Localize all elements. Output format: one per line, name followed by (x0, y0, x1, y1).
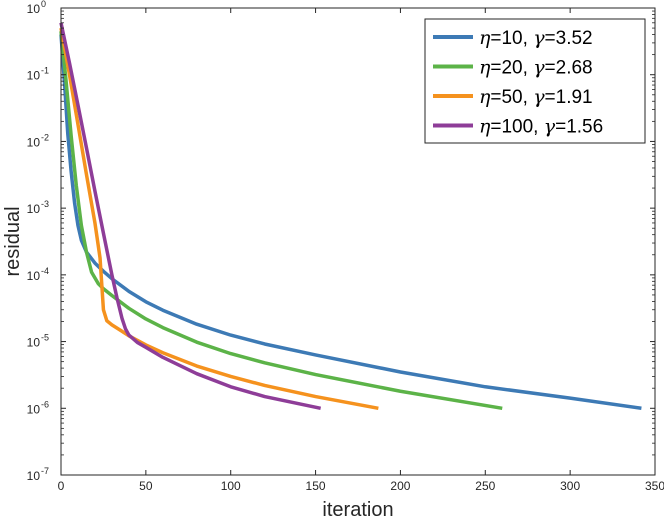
y-axis-label: residual (2, 206, 24, 276)
y-tick-label-exponent: -1 (41, 66, 49, 76)
y-tick-label: 10 (27, 402, 41, 416)
y-tick-label: 10 (27, 202, 41, 216)
x-tick-label: 150 (306, 479, 326, 493)
x-tick-label: 350 (645, 479, 664, 493)
y-tick-label-exponent: -3 (41, 199, 49, 209)
series-line-1 (59, 34, 642, 411)
y-tick-label: 10 (27, 469, 41, 483)
y-tick-label-exponent: 0 (41, 0, 46, 9)
y-tick-label: 10 (27, 269, 41, 283)
x-tick-label: 250 (475, 479, 495, 493)
x-tick-label: 50 (139, 479, 153, 493)
legend: η=10, γ=3.52 η=20, γ=2.68 η=50, γ=1.91 η=10… (424, 18, 646, 144)
y-tick-label: 10 (27, 2, 41, 16)
y-tick-label-exponent: -2 (41, 132, 49, 142)
legend-entry-3: η=50, γ=1.91 (479, 86, 593, 108)
legend-entry-4: η=100, γ=1.56 (479, 116, 603, 138)
legend-entry-2: η=20, γ=2.68 (479, 57, 593, 79)
series-lines (59, 22, 642, 411)
x-axis-ticks: 0 50 100 150 200 250 300 350 (58, 8, 664, 493)
x-tick-label: 200 (390, 479, 410, 493)
y-tick-label-exponent: -7 (41, 466, 49, 476)
series-line-2 (59, 30, 503, 411)
y-tick-label-exponent: -6 (41, 399, 49, 409)
y-tick-label-exponent: -4 (41, 266, 49, 276)
series-line-4 (59, 22, 322, 411)
y-tick-label-exponent: -5 (41, 333, 49, 343)
y-tick-label: 10 (27, 135, 41, 149)
x-tick-label: 300 (560, 479, 580, 493)
legend-entry-1: η=10, γ=3.52 (479, 27, 593, 49)
legend-box (424, 18, 646, 144)
x-tick-label: 0 (58, 479, 65, 493)
y-tick-label: 10 (27, 336, 41, 350)
series-line-3 (59, 27, 379, 411)
axes-box (60, 7, 656, 476)
y-tick-label: 10 (27, 69, 41, 83)
x-axis-label: iteration (322, 499, 393, 521)
x-tick-label: 100 (221, 479, 241, 493)
